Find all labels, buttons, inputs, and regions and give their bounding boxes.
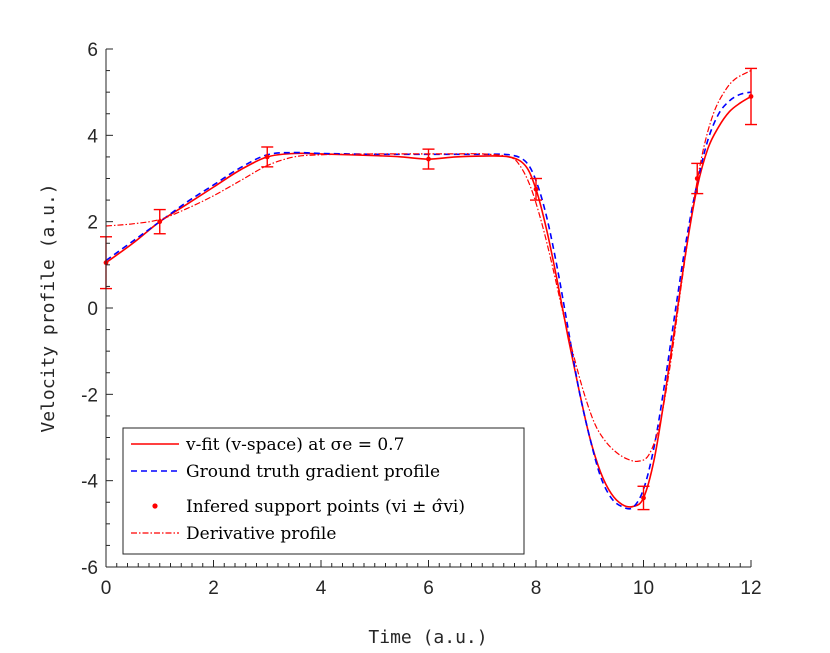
legend-entry-support-points: Infered support points (vi ± σ̂vi): [186, 497, 465, 517]
x-axis-label: Time (a.u.): [368, 627, 487, 648]
x-tick-label: 12: [740, 578, 761, 599]
x-tick-label: 0: [101, 578, 112, 599]
support-point-4: [533, 186, 539, 192]
support-point-3: [426, 156, 431, 162]
legend-entry-derivative: Derivative profile: [186, 524, 336, 544]
support-points-layer: [100, 67, 757, 511]
y-tick-label: -4: [81, 472, 98, 493]
legend-entry-vfit: v-fit (v-space) at σe = 0.7: [185, 435, 404, 455]
x-tick-label: 4: [316, 578, 327, 599]
y-tick-label: 6: [87, 40, 98, 61]
y-tick-label: -6: [81, 558, 98, 579]
y-tick-label: 0: [87, 299, 98, 320]
ticks-layer: 0 2 4 6 8 10 12 -6 -4 -2 0 2 4 6: [81, 40, 761, 599]
legend-entry-ground-truth: Ground truth gradient profile: [186, 462, 440, 482]
y-axis-label: Velocity profile (a.u.): [38, 183, 59, 432]
series-line-1: [105, 91, 752, 510]
x-tick-label: 8: [531, 578, 542, 599]
legend-swatch-support-points: [152, 503, 158, 509]
y-tick-label: -2: [81, 385, 98, 406]
series-line-0: [105, 95, 752, 508]
y-tick-label: 4: [87, 126, 98, 147]
legend: v-fit (v-space) at σe = 0.7 Ground truth…: [122, 427, 525, 555]
x-tick-label: 10: [633, 578, 654, 599]
support-point-6: [694, 176, 700, 181]
support-point-2: [264, 154, 270, 160]
support-point-7: [748, 94, 754, 99]
x-tick-label: 6: [423, 578, 434, 599]
x-tick-label: 2: [208, 578, 219, 599]
y-tick-label: 2: [87, 213, 98, 234]
legend-box: [122, 427, 525, 555]
series-line-2: [105, 70, 752, 463]
support-point-5: [641, 495, 646, 501]
series-layer: [105, 70, 752, 510]
support-point-1: [157, 219, 163, 225]
